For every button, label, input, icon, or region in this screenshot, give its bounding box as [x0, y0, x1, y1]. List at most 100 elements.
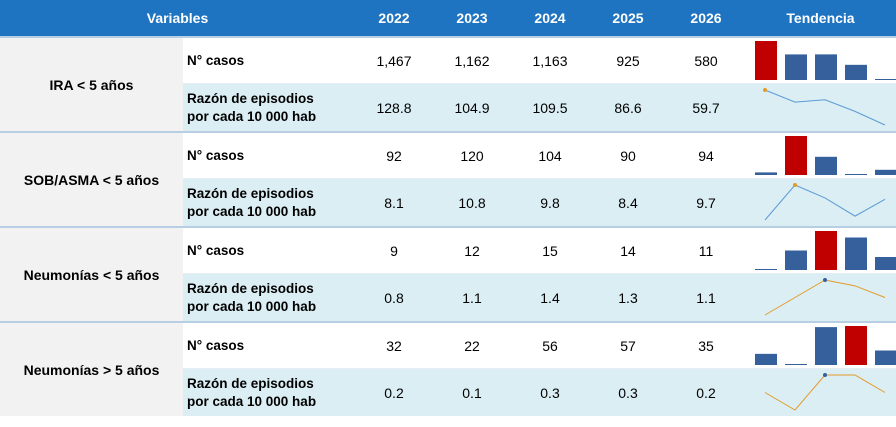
spark-line — [764, 184, 886, 221]
spark-bar — [755, 353, 777, 365]
table-row: Razón de episodios por cada 10 000 hab 12… — [0, 83, 896, 132]
spark-bar — [785, 250, 807, 270]
sparkline — [755, 136, 896, 175]
trend-cell — [745, 368, 896, 416]
spark-bar — [815, 231, 837, 270]
value-cell: 0.1 — [433, 368, 511, 416]
spark-max-marker — [763, 88, 767, 92]
value-cell: 11 — [667, 226, 745, 274]
sparkline — [755, 231, 896, 270]
value-cell: 15 — [511, 226, 589, 274]
value-cell: 580 — [667, 36, 745, 84]
value-cell: 1,163 — [511, 36, 589, 84]
row-label: Razón de episodios por cada 10 000 hab — [183, 83, 355, 132]
spark-bar — [755, 41, 777, 80]
value-cell: 9.8 — [511, 178, 589, 227]
sparkline — [764, 278, 886, 316]
group-label: IRA < 5 años — [0, 36, 183, 132]
spark-bar — [845, 64, 867, 80]
table-body: IRA < 5 años N° casos 1,467 1,162 1,163 925 58… — [0, 36, 896, 416]
trend-cell — [745, 36, 896, 84]
value-cell: 9 — [355, 226, 433, 274]
spark-bar — [845, 326, 867, 365]
value-cell: 86.6 — [589, 83, 667, 132]
spark-bar — [815, 54, 837, 80]
header-cell: Variables — [0, 0, 355, 37]
value-cell: 90 — [589, 131, 667, 179]
sparkline — [755, 326, 896, 365]
sparkline — [764, 183, 886, 221]
value-cell: 0.3 — [511, 368, 589, 416]
value-cell: 35 — [667, 321, 745, 369]
group-label: Neumonías > 5 años — [0, 321, 183, 416]
trend-cell — [745, 273, 896, 322]
header-cell: Tendencia — [745, 0, 896, 37]
row-label: N° casos — [183, 226, 355, 274]
spark-bar — [815, 156, 837, 175]
spark-bar — [785, 54, 807, 80]
spark-bar — [845, 237, 867, 270]
row-label: Razón de episodios por cada 10 000 hab — [183, 273, 355, 322]
sparkline — [764, 373, 886, 411]
trend-cell — [745, 131, 896, 179]
value-cell: 120 — [433, 131, 511, 179]
header-cell: 2022 — [355, 0, 433, 37]
trend-cell — [745, 83, 896, 132]
value-cell: 22 — [433, 321, 511, 369]
value-cell: 10.8 — [433, 178, 511, 227]
table-row: IRA < 5 años N° casos 1,467 1,162 1,163 925 58… — [0, 36, 896, 132]
value-cell: 1.1 — [667, 273, 745, 322]
spark-line — [764, 374, 886, 411]
spark-bar — [875, 169, 896, 175]
value-cell: 109.5 — [511, 83, 589, 132]
table-row: Razón de episodios por cada 10 000 hab 0.… — [0, 368, 896, 416]
value-cell: 94 — [667, 131, 745, 179]
row-label: Razón de episodios por cada 10 000 hab — [183, 178, 355, 227]
spark-line — [764, 89, 886, 126]
trend-cell — [745, 226, 896, 274]
header-cell: 2026 — [667, 0, 745, 37]
value-cell: 104 — [511, 131, 589, 179]
value-cell: 12 — [433, 226, 511, 274]
trend-cell — [745, 321, 896, 369]
table-row: Neumonías > 5 años N° casos 32 22 56 57 35 — [0, 321, 896, 416]
value-cell: 1.4 — [511, 273, 589, 322]
value-cell: 1.3 — [589, 273, 667, 322]
spark-bar — [755, 269, 777, 270]
table-row: Neumonías < 5 años N° casos 9 12 15 14 11 — [0, 226, 896, 322]
spark-bar — [815, 327, 837, 365]
value-cell: 925 — [589, 36, 667, 84]
header-cell: 2023 — [433, 0, 511, 37]
spark-max-marker — [823, 278, 827, 282]
value-cell: 92 — [355, 131, 433, 179]
value-cell: 59.7 — [667, 83, 745, 132]
spark-bar — [785, 136, 807, 175]
table-row: Razón de episodios por cada 10 000 hab 0.… — [0, 273, 896, 322]
row-label: N° casos — [183, 321, 355, 369]
sparkline — [763, 88, 886, 126]
spark-bar — [845, 174, 867, 175]
row-label: Razón de episodios por cada 10 000 hab — [183, 368, 355, 416]
spark-max-marker — [793, 183, 797, 187]
value-cell: 0.2 — [355, 368, 433, 416]
data-table: Variables 2022 2023 2024 2025 2026 Tendencia … — [0, 0, 896, 416]
value-cell: 128.8 — [355, 83, 433, 132]
value-cell: 14 — [589, 226, 667, 274]
value-cell: 0.3 — [589, 368, 667, 416]
spark-bar — [785, 364, 807, 365]
spark-bar — [875, 79, 896, 80]
value-cell: 1,162 — [433, 36, 511, 84]
value-cell: 1.1 — [433, 273, 511, 322]
sparkline — [755, 41, 896, 80]
spark-bar — [875, 350, 896, 365]
row-label: N° casos — [183, 36, 355, 84]
spark-bar — [755, 172, 777, 175]
trend-cell — [745, 178, 896, 227]
value-cell: 1,467 — [355, 36, 433, 84]
spark-bar — [875, 257, 896, 270]
value-cell: 56 — [511, 321, 589, 369]
row-label: N° casos — [183, 131, 355, 179]
value-cell: 9.7 — [667, 178, 745, 227]
value-cell: 0.8 — [355, 273, 433, 322]
